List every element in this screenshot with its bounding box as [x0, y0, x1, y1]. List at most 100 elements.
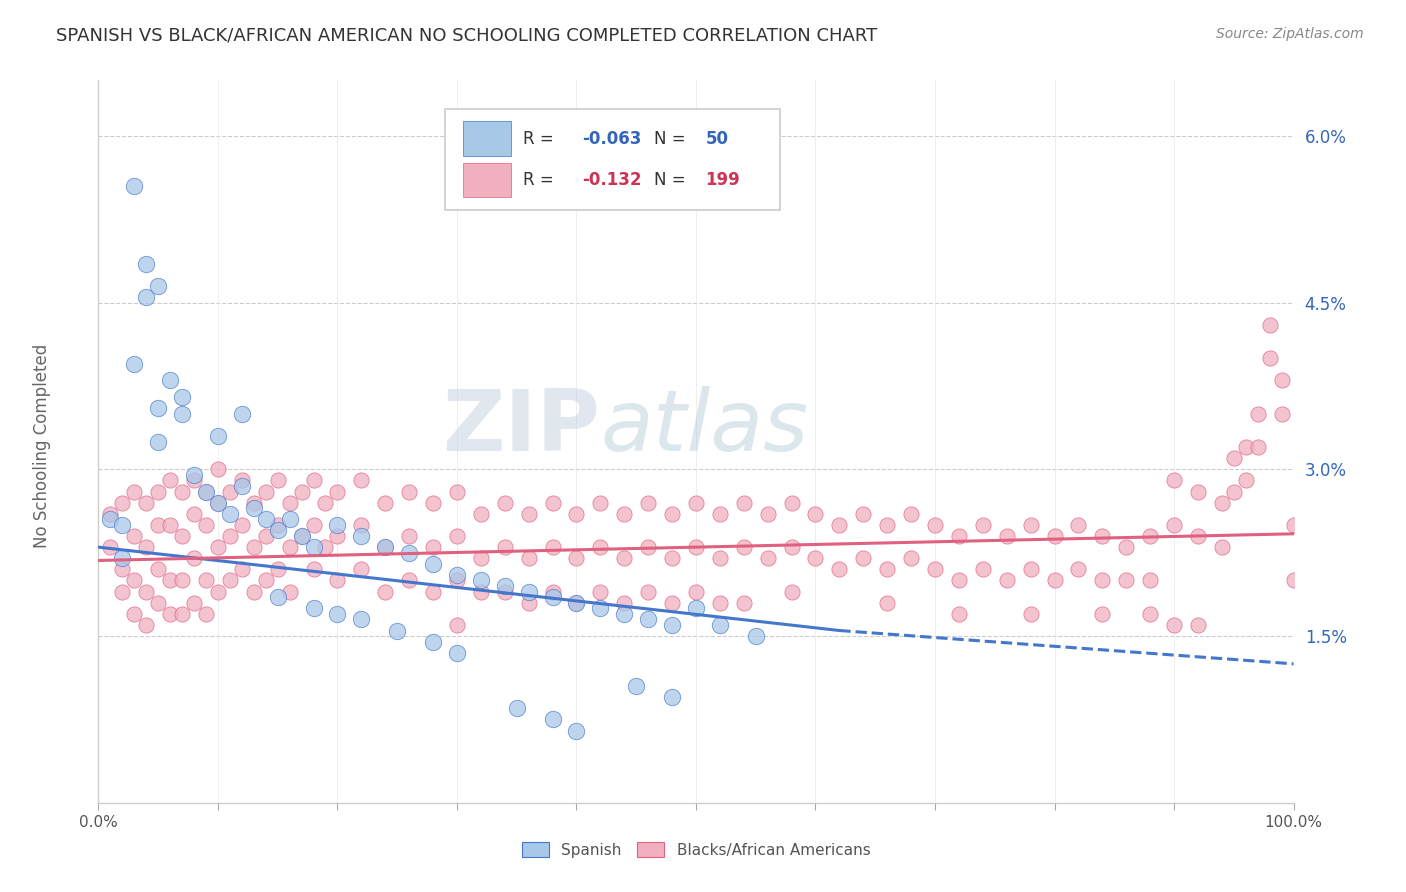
Point	[972, 562, 994, 576]
Point	[195, 484, 218, 499]
Point	[1091, 574, 1114, 588]
Point	[1139, 607, 1161, 621]
Point	[876, 517, 898, 532]
Point	[278, 496, 301, 510]
Point	[565, 551, 588, 566]
Point	[1019, 607, 1042, 621]
Point	[350, 517, 373, 532]
Point	[494, 584, 516, 599]
Text: atlas: atlas	[600, 385, 808, 468]
Point	[470, 507, 492, 521]
Point	[661, 690, 683, 705]
Point	[565, 596, 588, 610]
Point	[780, 496, 803, 510]
Point	[254, 484, 277, 499]
Point	[804, 507, 827, 521]
Point	[148, 484, 170, 499]
Point	[243, 501, 266, 516]
Point	[124, 178, 146, 193]
Point	[661, 596, 683, 610]
Point	[470, 551, 492, 566]
Point	[124, 607, 146, 621]
Point	[183, 551, 205, 566]
Point	[207, 496, 229, 510]
Point	[315, 496, 337, 510]
Point	[326, 529, 349, 543]
Point	[709, 596, 731, 610]
Point	[183, 474, 205, 488]
Point	[254, 529, 277, 543]
Point	[135, 496, 157, 510]
Point	[183, 596, 205, 610]
Point	[709, 551, 731, 566]
Point	[661, 618, 683, 632]
Point	[1115, 574, 1137, 588]
Point	[1043, 574, 1066, 588]
Point	[613, 596, 636, 610]
Point	[350, 562, 373, 576]
Point	[172, 607, 194, 621]
Point	[398, 574, 420, 588]
Point	[1067, 562, 1090, 576]
Point	[494, 540, 516, 554]
Point	[326, 517, 349, 532]
Point	[183, 467, 205, 482]
Point	[135, 618, 157, 632]
Point	[278, 512, 301, 526]
Point	[733, 496, 755, 510]
Point	[172, 407, 194, 421]
Point	[995, 574, 1018, 588]
Point	[1187, 529, 1209, 543]
Point	[1187, 618, 1209, 632]
Point	[924, 517, 946, 532]
Point	[374, 584, 396, 599]
Point	[589, 540, 612, 554]
Point	[589, 496, 612, 510]
Point	[302, 562, 325, 576]
Point	[613, 507, 636, 521]
Point	[876, 596, 898, 610]
Point	[1187, 484, 1209, 499]
Point	[1043, 529, 1066, 543]
Text: No Schooling Completed: No Schooling Completed	[34, 344, 51, 548]
Text: ZIP: ZIP	[443, 385, 600, 468]
Point	[995, 529, 1018, 543]
Point	[780, 584, 803, 599]
Point	[685, 584, 707, 599]
Point	[506, 701, 529, 715]
Point	[948, 607, 970, 621]
Point	[517, 584, 540, 599]
Point	[494, 496, 516, 510]
Point	[374, 496, 396, 510]
Point	[637, 584, 659, 599]
Point	[302, 517, 325, 532]
Point	[172, 529, 194, 543]
Point	[350, 474, 373, 488]
Point	[1271, 407, 1294, 421]
FancyBboxPatch shape	[446, 109, 780, 211]
Point	[231, 479, 253, 493]
Point	[804, 551, 827, 566]
Point	[1247, 407, 1270, 421]
Text: 199: 199	[706, 171, 741, 189]
Point	[541, 540, 564, 554]
Point	[828, 562, 851, 576]
Point	[219, 507, 242, 521]
Point	[756, 551, 779, 566]
Point	[148, 279, 170, 293]
Point	[1223, 451, 1246, 466]
Point	[195, 574, 218, 588]
Point	[828, 517, 851, 532]
Point	[1091, 529, 1114, 543]
Point	[1163, 618, 1185, 632]
Legend: Spanish, Blacks/African Americans: Spanish, Blacks/African Americans	[516, 836, 876, 863]
Point	[350, 612, 373, 626]
Point	[159, 474, 181, 488]
Point	[124, 529, 146, 543]
Point	[374, 540, 396, 554]
Point	[315, 540, 337, 554]
Point	[159, 607, 181, 621]
Point	[1282, 517, 1305, 532]
Point	[148, 434, 170, 449]
Point	[422, 584, 444, 599]
